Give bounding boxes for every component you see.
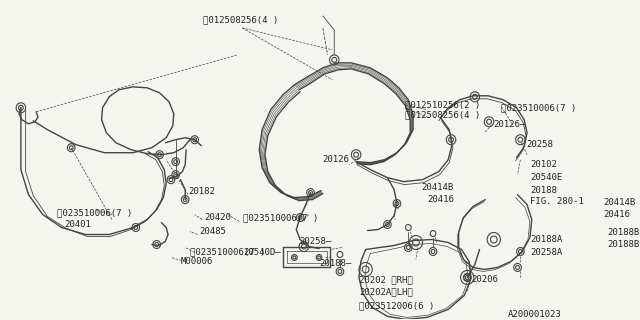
Text: 20414B: 20414B xyxy=(603,198,636,207)
Text: Ⓑ012508256(4 ): Ⓑ012508256(4 ) xyxy=(406,110,481,119)
Text: Ⓝ023510006(7 ): Ⓝ023510006(7 ) xyxy=(501,103,577,112)
Text: FIG. 280-1: FIG. 280-1 xyxy=(530,197,584,206)
Text: 20188A: 20188A xyxy=(530,235,562,244)
Text: 20188—: 20188— xyxy=(319,259,351,268)
Text: 20414B: 20414B xyxy=(422,183,454,192)
Text: 20258A: 20258A xyxy=(530,248,562,257)
Text: M00006: M00006 xyxy=(180,257,212,266)
Text: 20416: 20416 xyxy=(427,195,454,204)
Text: 20416: 20416 xyxy=(603,210,630,219)
Text: 20126: 20126 xyxy=(323,155,349,164)
Text: Ⓝ023510006(7 ): Ⓝ023510006(7 ) xyxy=(57,208,132,217)
Text: 20420: 20420 xyxy=(204,213,231,222)
Text: 20188B: 20188B xyxy=(608,228,640,237)
Text: 20202A〈LH〉: 20202A〈LH〉 xyxy=(359,287,413,296)
Text: 20485: 20485 xyxy=(200,227,227,236)
Text: 20258—: 20258— xyxy=(299,237,332,246)
Text: Ⓑ012510256(2 ): Ⓑ012510256(2 ) xyxy=(406,100,481,109)
Text: 20182: 20182 xyxy=(188,187,215,196)
Text: Ⓑ012508256(4 ): Ⓑ012508256(4 ) xyxy=(203,15,278,24)
Text: Ⓝ023512006(6 ): Ⓝ023512006(6 ) xyxy=(359,301,434,310)
Text: 20401: 20401 xyxy=(65,220,92,229)
Text: 20188: 20188 xyxy=(530,186,557,195)
Text: 20540E: 20540E xyxy=(530,173,562,182)
Text: 20206: 20206 xyxy=(471,275,498,284)
Text: 20202 〈RH〉: 20202 〈RH〉 xyxy=(359,275,413,284)
Text: 20126—: 20126— xyxy=(493,120,525,129)
Text: Ⓝ023510006(7 ): Ⓝ023510006(7 ) xyxy=(190,247,265,256)
Text: A200001023: A200001023 xyxy=(508,310,562,319)
Text: Ⓝ023510006(7 ): Ⓝ023510006(7 ) xyxy=(243,213,318,222)
Text: 20258: 20258 xyxy=(526,140,553,149)
Text: 20102: 20102 xyxy=(530,160,557,169)
Text: 20188B: 20188B xyxy=(608,240,640,249)
Text: 20540D—: 20540D— xyxy=(243,248,281,257)
